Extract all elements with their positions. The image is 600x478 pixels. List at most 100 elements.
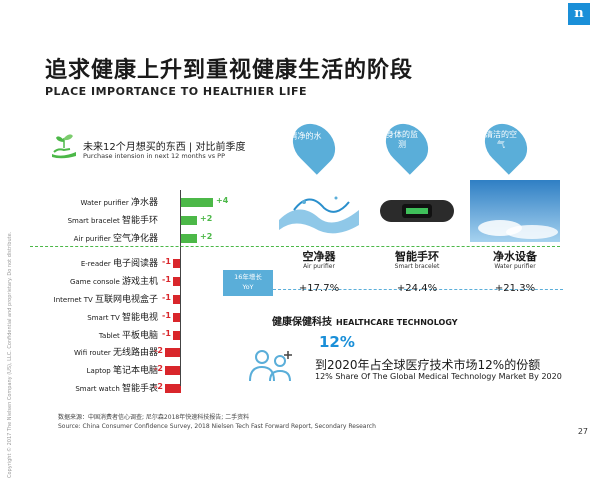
bar — [173, 277, 181, 287]
bar-row: Wifi router 无线路由器 -2 — [20, 345, 320, 359]
bar-category-en: Internet TV — [53, 296, 95, 304]
bar-row: Game console 游戏主机 -1 — [20, 274, 320, 288]
product-water-purifier-cn: 净水设备 — [493, 250, 537, 263]
product-smart-bracelet-en: Smart bracelet — [394, 263, 440, 270]
bar-category-cn: 智能电视 — [121, 312, 158, 323]
bar — [181, 233, 197, 243]
bar-category-en: E-reader — [80, 260, 113, 269]
product-smart-bracelet-cn: 智能手环 — [395, 250, 439, 263]
page-subtitle: PLACE IMPORTANCE TO HEALTHIER LIFE — [45, 85, 308, 98]
healthcare-title-en: HEALTHCARE TECHNOLOGY — [336, 318, 458, 327]
bar-category-label: Smart bracelet 智能手环 — [68, 213, 158, 226]
bar-value-label: -1 — [162, 257, 171, 267]
bar-category-cn: 智能手表 — [121, 384, 158, 394]
bubble-air: 清洁的空气 — [476, 115, 536, 175]
bubble-water-text: 清净的水 — [289, 131, 322, 141]
bar-row: Air purifier 空气净化器 +2 — [20, 231, 320, 245]
bar-value-label: +2 — [200, 231, 213, 241]
bar-category-en: Smart bracelet — [67, 216, 122, 225]
page-title: 追求健康上升到重视健康生活的阶段 — [45, 58, 414, 83]
bar-value-label: -1 — [162, 328, 171, 338]
bar-value-label: -1 — [162, 310, 171, 320]
bar-category-cn: 互联网电视盒子 — [94, 295, 158, 305]
bar-value-label: -2 — [154, 364, 163, 374]
product-water-purifier-en: Water purifier — [494, 263, 536, 270]
water-splash-photo — [274, 180, 364, 242]
bar-category-en: Water purifier — [80, 199, 131, 207]
bar-category-cn: 无线路由器 — [112, 348, 158, 359]
purchase-intention-subtitle: Purchase intension in next 12 months vs … — [83, 152, 226, 160]
bar-value-label: -2 — [154, 382, 163, 391]
yoy-label: 16年增长 YoY — [223, 270, 273, 296]
copyright-sidebar: Copyright © 2017 The Nielsen Company (US… — [7, 231, 13, 478]
bar-row: Smart TV 智能电视 -1 — [20, 310, 320, 324]
bar-value-label: -1 — [162, 275, 171, 285]
page-number: 27 — [577, 427, 588, 436]
bubble-air-text: 清洁的空气 — [485, 130, 518, 150]
growth-dashed-line — [273, 289, 563, 290]
bar-category-en: Air purifier — [73, 234, 113, 243]
bar-category-label: Game console 游戏主机 — [70, 274, 158, 287]
bar-value-label: +2 — [200, 213, 213, 223]
yoy-label-cn: 16年增长 — [234, 273, 262, 281]
bar-category-en: Tablet — [98, 331, 122, 340]
bar-category-en: Smart watch — [75, 385, 122, 393]
bar-category-en: Laptop — [86, 367, 113, 376]
bar-category-label: Laptop 笔记本电脑 — [87, 363, 158, 376]
bar-category-label: Wifi router 无线路由器 — [74, 345, 158, 358]
bar-category-en: Game console — [69, 278, 122, 287]
bar-category-cn: 游戏主机 — [121, 277, 158, 288]
smart-bracelet-photo — [372, 180, 462, 242]
bar-category-en: Smart TV — [87, 313, 122, 322]
bar-category-label: E-reader 电子阅读器 — [81, 256, 158, 269]
bar-category-label: Internet TV 互联网电视盒子 — [54, 292, 158, 305]
bar-category-label: Water purifier 净水器 — [81, 195, 158, 208]
bar-category-cn: 智能手环 — [121, 215, 158, 226]
bar-category-label: Smart watch 智能手表 — [75, 381, 158, 394]
sky-photo — [470, 180, 560, 242]
healthcare-desc-en: 12% Share Of The Global Medical Technolo… — [315, 372, 562, 381]
bar — [181, 215, 197, 225]
chart-zero-axis — [180, 190, 181, 386]
product-air-purifier-en: Air purifier — [303, 263, 335, 270]
bar-row: E-reader 电子阅读器 -1 — [20, 256, 320, 270]
divider-dashed-line — [30, 246, 560, 247]
bar-category-cn: 净水器 — [130, 198, 158, 208]
bar-row: Water purifier 净水器 +4 — [20, 195, 320, 209]
bar — [165, 348, 181, 358]
source-en: Source: China Consumer Confidence Survey… — [58, 423, 376, 430]
growth-water-purifier: +21.3% — [494, 283, 536, 294]
source-cn: 数据来源：中国消费者信心调查; 尼尔森2018年快速科技报告; 二手资料 — [58, 414, 250, 421]
healthcare-percent: 12% — [319, 333, 355, 351]
bar — [173, 312, 181, 322]
healthcare-title-cn: 健康保健科技 — [272, 317, 332, 328]
bubble-body-text: 身体的监测 — [386, 130, 419, 150]
bar-row: Tablet 平板电脑 -1 — [20, 328, 320, 342]
bar-value-label: -1 — [162, 293, 171, 302]
people-plus-icon — [249, 350, 292, 382]
bar-row: Internet TV 互联网电视盒子 -1 — [20, 292, 320, 306]
bar — [173, 330, 181, 340]
bar-category-label: Tablet 平板电脑 — [99, 328, 158, 341]
bar-category-label: Air purifier 空气净化器 — [74, 231, 158, 244]
yoy-label-en: YoY — [242, 283, 254, 291]
bubble-body: 身体的监测 — [377, 115, 437, 175]
bar-row: Laptop 笔记本电脑 -2 — [20, 363, 320, 377]
bar — [165, 366, 181, 376]
product-air-purifier-cn: 空净器 — [302, 250, 336, 263]
bar-category-cn: 笔记本电脑 — [112, 366, 158, 377]
plant-in-hand-icon — [52, 134, 76, 159]
bar — [181, 198, 213, 207]
bar-category-cn: 空气净化器 — [112, 233, 158, 244]
nielsen-logo: n — [568, 3, 590, 25]
bar — [165, 384, 181, 393]
bar-value-label: -2 — [154, 346, 163, 356]
bar-row: Smart bracelet 智能手环 +2 — [20, 213, 320, 227]
bar-row: Smart watch 智能手表 -2 — [20, 381, 320, 395]
purchase-intention-title: 未来12个月想买的东西 | 对比前季度 — [83, 142, 246, 153]
bar — [173, 295, 181, 304]
bar-category-cn: 电子阅读器 — [112, 259, 158, 270]
healthcare-title: 健康保健科技 HEALTHCARE TECHNOLOGY — [272, 313, 458, 328]
healthcare-desc-cn: 到2020年占全球医疗技术市场12%的份额 — [315, 358, 541, 372]
growth-air-purifier: +17.7% — [298, 283, 340, 294]
